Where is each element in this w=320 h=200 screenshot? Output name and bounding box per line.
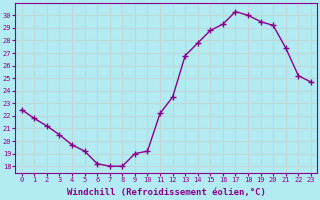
X-axis label: Windchill (Refroidissement éolien,°C): Windchill (Refroidissement éolien,°C) [67, 188, 266, 197]
